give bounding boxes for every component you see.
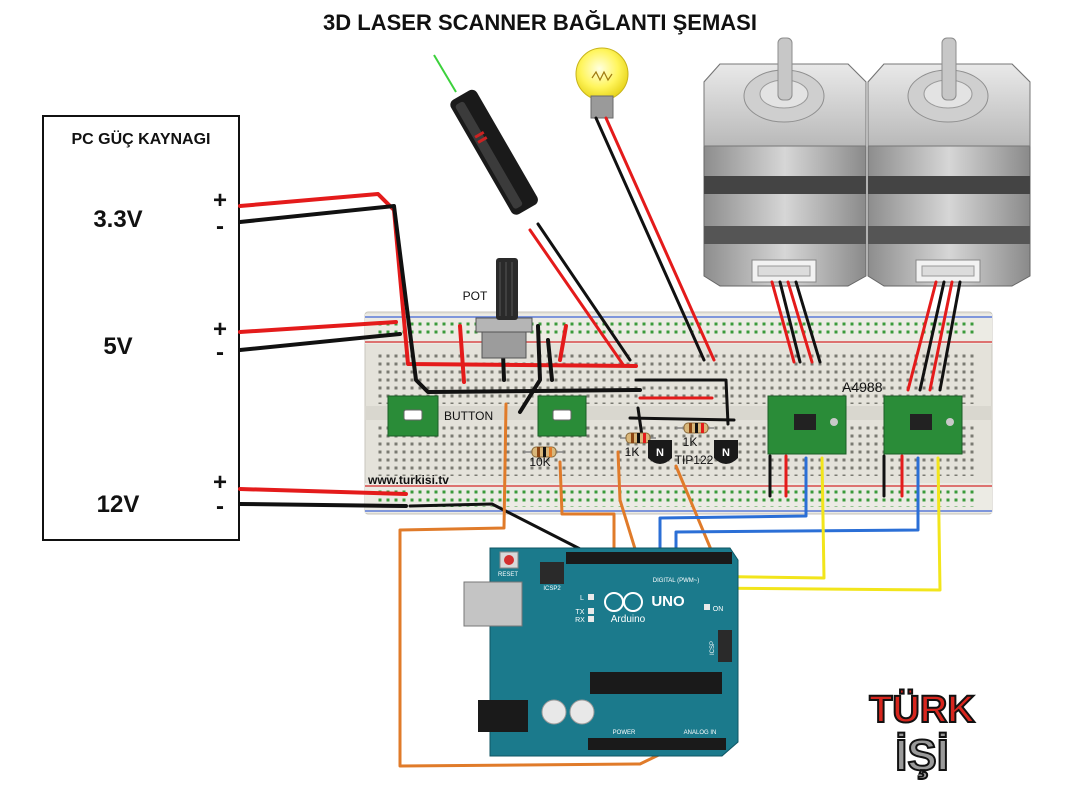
transistor-1: N <box>648 440 672 464</box>
psu-box: PC GÜÇ KAYNAGI 3.3V 5V 12V + - + - + - <box>42 115 240 541</box>
stepper-motor-1 <box>703 37 867 287</box>
transistor-type-label: TIP122 <box>675 453 714 467</box>
rail-5v-minus: - <box>216 339 224 366</box>
arduino-digital-label: DIGITAL (PWM~) <box>653 578 700 584</box>
rail-3v3-label: 3.3V <box>93 206 142 233</box>
logo-line1: TÜRK <box>869 688 975 731</box>
wires <box>238 116 962 768</box>
arduino-reset-label: RESET <box>498 572 518 578</box>
arduino-led-tx: TX <box>576 609 585 616</box>
transistor-2-mark: N <box>722 447 730 459</box>
arduino-led-l: L <box>580 595 584 602</box>
resistor-1k-b-label: 1K <box>683 435 698 449</box>
rail-12v-minus: - <box>216 493 224 520</box>
light-bulb <box>575 47 629 119</box>
rail-12v-plus: + <box>213 469 227 496</box>
stepper-motor-2 <box>867 37 1031 287</box>
resistor-1k-a-label: 1K <box>625 445 640 459</box>
turk-isi-logo: TÜRK İŞİ <box>868 687 976 781</box>
driver-label: A4988 <box>842 379 883 395</box>
arduino-analog-label: ANALOG IN <box>684 730 717 736</box>
resistor-1k-a <box>620 432 656 444</box>
button-board-2[interactable] <box>537 395 587 437</box>
a4988-driver-2 <box>883 395 963 455</box>
logo-line2: İŞİ <box>895 731 949 780</box>
transistor-2: N <box>714 440 738 464</box>
arduino-brand: Arduino <box>611 614 646 625</box>
arduino-model: UNO <box>651 593 685 610</box>
website-label: www.turkisi.tv <box>367 473 449 487</box>
arduino-led-rx: RX <box>575 617 585 624</box>
resistor-10k <box>524 446 564 458</box>
diagram-title: 3D LASER SCANNER BAĞLANTI ŞEMASI <box>323 10 757 35</box>
a4988-driver-1 <box>767 395 847 455</box>
pot-label: POT <box>463 289 488 303</box>
transistor-1-mark: N <box>656 447 664 459</box>
resistor-10k-label: 10K <box>529 455 550 469</box>
arduino-icsp-label: ICSP <box>710 641 716 655</box>
potentiometer: POT <box>463 258 533 359</box>
arduino-power-label: POWER <box>613 730 636 736</box>
rail-3v3-plus: + <box>213 187 227 214</box>
button-board-1[interactable] <box>387 395 439 437</box>
rail-5v-label: 5V <box>103 333 132 360</box>
rail-3v3-minus: - <box>216 213 224 240</box>
arduino-uno <box>463 547 739 757</box>
psu-title: PC GÜÇ KAYNAGI <box>72 129 211 148</box>
button-label: BUTTON <box>444 409 493 423</box>
arduino-led-on: ON <box>713 606 724 613</box>
rail-5v-plus: + <box>213 316 227 343</box>
resistor-1k-b <box>676 422 714 434</box>
arduino-icsp2-label: ICSP2 <box>543 586 561 592</box>
rail-12v-label: 12V <box>97 491 140 518</box>
laser-module <box>433 54 538 215</box>
